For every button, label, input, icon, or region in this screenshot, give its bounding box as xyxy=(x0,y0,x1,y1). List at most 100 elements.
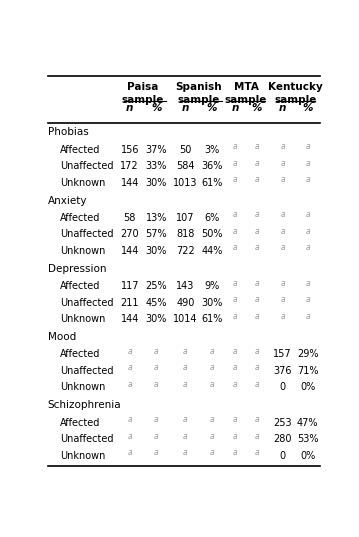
Text: a: a xyxy=(233,415,238,424)
Text: a: a xyxy=(255,432,259,441)
Text: a: a xyxy=(127,380,132,389)
Text: a: a xyxy=(183,432,188,441)
Text: 0%: 0% xyxy=(300,451,316,461)
Text: Unaffected: Unaffected xyxy=(60,161,114,171)
Text: 117: 117 xyxy=(121,281,139,291)
Text: a: a xyxy=(233,211,238,220)
Text: 53%: 53% xyxy=(297,434,318,444)
Text: a: a xyxy=(280,159,285,168)
Text: 57%: 57% xyxy=(145,229,167,240)
Text: 50%: 50% xyxy=(201,229,223,240)
Text: 107: 107 xyxy=(176,213,195,223)
Text: a: a xyxy=(306,175,310,184)
Text: a: a xyxy=(233,347,238,356)
Text: a: a xyxy=(255,243,259,252)
Text: 280: 280 xyxy=(274,434,292,444)
Text: a: a xyxy=(210,448,214,457)
Text: a: a xyxy=(183,347,188,356)
Text: a: a xyxy=(233,279,238,288)
Text: a: a xyxy=(210,380,214,389)
Text: 0%: 0% xyxy=(300,382,316,393)
Text: 584: 584 xyxy=(176,161,195,171)
Text: 172: 172 xyxy=(120,161,139,171)
Text: a: a xyxy=(127,347,132,356)
Text: 144: 144 xyxy=(121,314,139,324)
Text: a: a xyxy=(306,279,310,288)
Text: a: a xyxy=(210,432,214,441)
Text: a: a xyxy=(183,415,188,424)
Text: a: a xyxy=(127,448,132,457)
Text: Kentucky
sample: Kentucky sample xyxy=(268,82,323,105)
Text: a: a xyxy=(183,364,188,372)
Text: a: a xyxy=(127,432,132,441)
Text: a: a xyxy=(280,175,285,184)
Text: a: a xyxy=(280,142,285,151)
Text: a: a xyxy=(233,243,238,252)
Text: 818: 818 xyxy=(176,229,195,240)
Text: a: a xyxy=(233,380,238,389)
Text: 1014: 1014 xyxy=(173,314,197,324)
Text: 61%: 61% xyxy=(201,178,223,188)
Text: 376: 376 xyxy=(274,366,292,376)
Text: a: a xyxy=(233,311,238,321)
Text: a: a xyxy=(255,142,259,151)
Text: Affected: Affected xyxy=(60,418,101,427)
Text: n: n xyxy=(232,103,239,113)
Text: a: a xyxy=(255,380,259,389)
Text: a: a xyxy=(233,175,238,184)
Text: a: a xyxy=(233,448,238,457)
Text: a: a xyxy=(280,211,285,220)
Text: Unaffected: Unaffected xyxy=(60,229,114,240)
Text: 29%: 29% xyxy=(297,350,318,359)
Text: a: a xyxy=(154,347,158,356)
Text: n: n xyxy=(182,103,189,113)
Text: a: a xyxy=(280,279,285,288)
Text: a: a xyxy=(255,311,259,321)
Text: a: a xyxy=(255,159,259,168)
Text: 253: 253 xyxy=(274,418,292,427)
Text: a: a xyxy=(255,211,259,220)
Text: a: a xyxy=(255,295,259,304)
Text: a: a xyxy=(306,211,310,220)
Text: a: a xyxy=(154,364,158,372)
Text: 37%: 37% xyxy=(145,144,167,155)
Text: a: a xyxy=(306,295,310,304)
Text: %: % xyxy=(207,103,217,113)
Text: MTA
sample: MTA sample xyxy=(225,82,267,105)
Text: Unaffected: Unaffected xyxy=(60,366,114,376)
Text: a: a xyxy=(210,347,214,356)
Text: Unknown: Unknown xyxy=(60,314,106,324)
Text: Unknown: Unknown xyxy=(60,451,106,461)
Text: a: a xyxy=(306,243,310,252)
Text: a: a xyxy=(154,448,158,457)
Text: a: a xyxy=(233,364,238,372)
Text: 9%: 9% xyxy=(204,281,219,291)
Text: a: a xyxy=(255,227,259,236)
Text: 211: 211 xyxy=(121,297,139,308)
Text: a: a xyxy=(255,415,259,424)
Text: 143: 143 xyxy=(176,281,195,291)
Text: Unaffected: Unaffected xyxy=(60,434,114,444)
Text: Paisa
sample: Paisa sample xyxy=(122,82,164,105)
Text: Unaffected: Unaffected xyxy=(60,297,114,308)
Text: a: a xyxy=(233,295,238,304)
Text: 30%: 30% xyxy=(201,297,223,308)
Text: a: a xyxy=(183,448,188,457)
Text: a: a xyxy=(127,415,132,424)
Text: Phobias: Phobias xyxy=(48,127,88,137)
Text: 47%: 47% xyxy=(297,418,318,427)
Text: 270: 270 xyxy=(120,229,139,240)
Text: 30%: 30% xyxy=(145,178,167,188)
Text: 30%: 30% xyxy=(145,314,167,324)
Text: a: a xyxy=(233,227,238,236)
Text: 6%: 6% xyxy=(204,213,219,223)
Text: 0: 0 xyxy=(280,382,286,393)
Text: a: a xyxy=(280,311,285,321)
Text: a: a xyxy=(233,159,238,168)
Text: Mood: Mood xyxy=(48,332,76,342)
Text: 50: 50 xyxy=(179,144,192,155)
Text: 490: 490 xyxy=(176,297,195,308)
Text: 3%: 3% xyxy=(204,144,219,155)
Text: a: a xyxy=(154,432,158,441)
Text: a: a xyxy=(154,415,158,424)
